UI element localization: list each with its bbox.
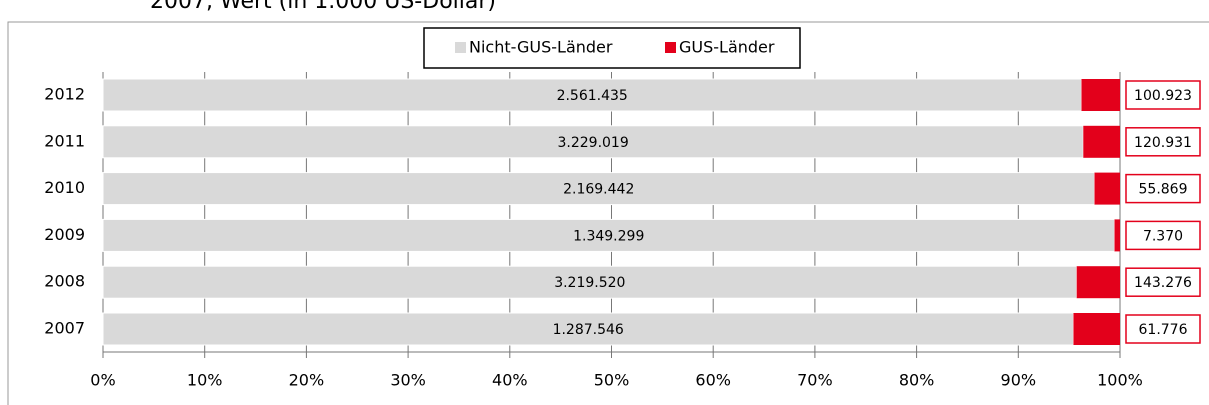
bar-segment (102, 172, 1095, 206)
x-tick-label: 100% (1097, 371, 1143, 390)
value-label: 143.276 (1134, 275, 1192, 291)
x-tick-label: 30% (390, 371, 426, 390)
chart-title: 2007, Wert (in 1.000 US-Dollar) (150, 0, 496, 14)
y-tick-label: 2009 (44, 225, 85, 244)
value-label: 100.923 (1134, 88, 1192, 104)
x-tick-label: 60% (695, 371, 731, 390)
bar-segment (1073, 313, 1120, 345)
value-label-box (1125, 127, 1201, 157)
x-tick-label: 40% (492, 371, 528, 390)
value-label: 1.287.546 (553, 322, 624, 338)
y-tick-label: 2010 (44, 178, 85, 197)
y-tick-label: 2007 (44, 319, 85, 338)
y-tick-label: 2008 (44, 272, 85, 291)
value-label-box (1125, 267, 1201, 297)
legend-swatch (455, 42, 466, 53)
bar-segment (1114, 219, 1120, 252)
bar-segment (102, 312, 1074, 346)
y-tick-label: 2012 (44, 85, 85, 104)
value-label: 1.349.299 (573, 228, 644, 244)
bar-segment (1083, 125, 1120, 158)
bar-segment (1076, 266, 1120, 299)
bar-segment (1081, 79, 1120, 111)
x-tick-label: 80% (899, 371, 935, 390)
legend-label: GUS-Länder (679, 38, 775, 57)
legend-swatch (665, 42, 676, 53)
value-label: 2.561.435 (557, 88, 628, 104)
chart-frame (7, 21, 1209, 405)
bar-segment (102, 265, 1078, 299)
x-tick-label: 10% (187, 371, 223, 390)
value-label-box (1125, 220, 1201, 251)
x-tick-label: 70% (797, 371, 833, 390)
value-label: 7.370 (1143, 228, 1183, 244)
value-label-box (1125, 80, 1201, 110)
value-label: 120.931 (1134, 135, 1192, 151)
bar-segment (1094, 172, 1120, 205)
x-tick-label: 20% (289, 371, 325, 390)
x-tick-label: 90% (1001, 371, 1037, 390)
legend-box (423, 27, 801, 69)
x-tick-label: 0% (90, 371, 115, 390)
value-label: 3.229.019 (558, 135, 629, 151)
value-label: 55.869 (1139, 182, 1188, 198)
value-label-box (1125, 173, 1201, 204)
value-label: 3.219.520 (554, 275, 625, 291)
bar-segment (102, 218, 1115, 252)
x-tick-label: 50% (594, 371, 630, 390)
value-label: 61.776 (1139, 322, 1188, 338)
legend-label: Nicht-GUS-Länder (469, 38, 613, 57)
value-label: 2.169.442 (563, 182, 634, 198)
y-tick-label: 2011 (44, 131, 85, 150)
value-label-box (1125, 314, 1201, 344)
